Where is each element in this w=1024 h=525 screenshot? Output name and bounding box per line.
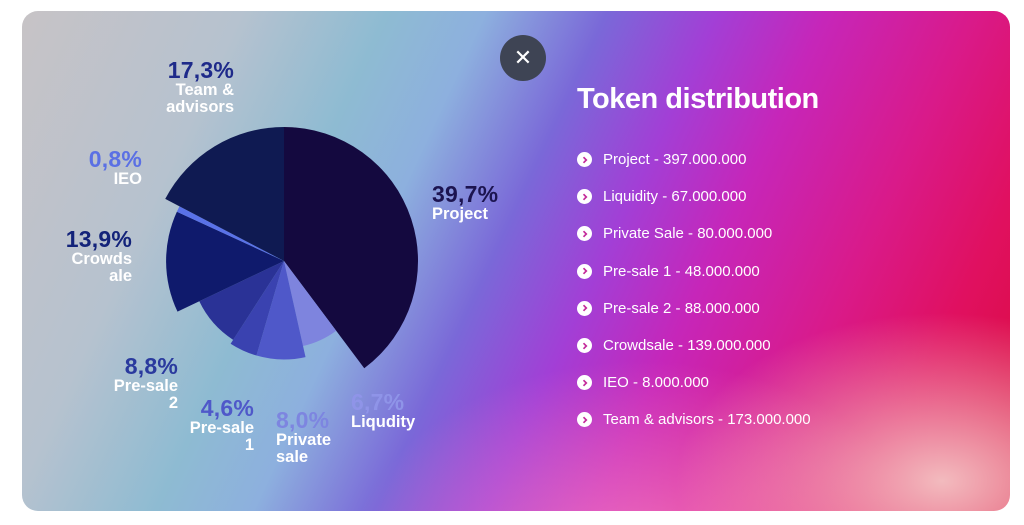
legend-item-text: Private Sale - 80.000.000 xyxy=(603,225,773,243)
close-icon: ✕ xyxy=(513,45,533,70)
pie-slice-private-sale xyxy=(256,261,306,360)
slice-name-ieo: IEO xyxy=(113,170,142,189)
slice-label-project: 39,7% Project xyxy=(432,181,499,224)
legend-item: Pre-sale 1 - 48.000.000 xyxy=(577,253,811,290)
slice-pct-liquidity: 6,7% xyxy=(351,389,405,415)
legend-item: Team & advisors - 173.000.000 xyxy=(577,401,811,438)
legend-item-text: Crowdsale - 139.000.000 xyxy=(603,337,771,355)
legend-item: IEO - 8.000.000 xyxy=(577,364,811,401)
pie-slice-pre-sale-1 xyxy=(230,261,284,356)
slice-pct-pre-sale-2: 8,8% xyxy=(124,353,178,379)
legend-item-text: Pre-sale 2 - 88.000.000 xyxy=(603,299,760,317)
slice-name-private-sale: Private sale xyxy=(276,431,332,467)
pie-slice-crowds-ale xyxy=(166,211,284,312)
pie-slice-ieo xyxy=(176,206,284,261)
pie-slice-pre-sale-2 xyxy=(199,261,284,340)
pie-slice-liqudity xyxy=(284,261,337,346)
close-button[interactable]: ✕ xyxy=(500,35,546,81)
slice-pct-crowdsale: 13,9% xyxy=(65,226,132,252)
slice-name-pre-sale-2: Pre-sale 2 xyxy=(113,377,178,413)
chevron-right-icon xyxy=(577,300,592,316)
legend-item-text: Pre-sale 1 - 48.000.000 xyxy=(603,262,760,280)
chart-title: Token distribution xyxy=(577,83,819,115)
slice-label-crowdsale: 13,9% Crowds ale xyxy=(52,226,132,286)
slice-label-private-sale: 8,0% Private sale xyxy=(276,407,338,467)
legend-item-text: Team & advisors - 173.000.000 xyxy=(603,411,811,429)
slice-label-liquidity: 6,7% Liqudity xyxy=(351,389,416,432)
pie-chart: 39,7% Project 6,7% Liqudity 8,0% Private… xyxy=(22,11,582,511)
pie-slice-team-advisors xyxy=(165,126,284,261)
legend-item-text: Project - 397.000.000 xyxy=(603,151,747,169)
chevron-right-icon xyxy=(577,412,592,428)
slice-label-ieo: 0,8% IEO xyxy=(72,146,142,189)
chevron-right-icon xyxy=(577,263,592,279)
legend-item: Liquidity - 67.000.000 xyxy=(577,178,811,215)
chevron-right-icon xyxy=(577,375,592,391)
legend-item: Crowdsale - 139.000.000 xyxy=(577,327,811,364)
chevron-right-icon xyxy=(577,152,592,168)
legend-item-text: IEO - 8.000.000 xyxy=(603,374,709,392)
slice-name-liquidity: Liqudity xyxy=(351,413,416,432)
legend-item: Project - 397.000.000 xyxy=(577,141,811,178)
legend-item-text: Liquidity - 67.000.000 xyxy=(603,188,747,206)
slice-name-team-advisors: Team & advisors xyxy=(166,81,234,117)
slice-pct-ieo: 0,8% xyxy=(88,146,142,172)
token-distribution-card: 39,7% Project 6,7% Liqudity 8,0% Private… xyxy=(22,11,1010,511)
legend-list: Project - 397.000.000 Liquidity - 67.000… xyxy=(577,141,811,439)
chevron-right-icon xyxy=(577,189,592,205)
pie-slice-project xyxy=(284,127,419,369)
legend-item: Private Sale - 80.000.000 xyxy=(577,215,811,252)
slice-pct-pre-sale-1: 4,6% xyxy=(200,395,254,421)
slice-label-pre-sale-2: 8,8% Pre-sale 2 xyxy=(102,353,178,413)
slice-name-project: Project xyxy=(432,205,488,224)
legend-item: Pre-sale 2 - 88.000.000 xyxy=(577,290,811,327)
chevron-right-icon xyxy=(577,338,592,354)
chevron-right-icon xyxy=(577,226,592,242)
slice-pct-project: 39,7% xyxy=(432,181,499,207)
slice-name-crowdsale: Crowds ale xyxy=(71,250,132,286)
pie-chart-svg xyxy=(165,126,419,369)
slice-label-pre-sale-1: 4,6% Pre-sale 1 xyxy=(182,395,254,455)
slice-name-pre-sale-1: Pre-sale 1 xyxy=(189,419,254,455)
slice-pct-team-advisors: 17,3% xyxy=(167,57,234,83)
slice-label-team-advisors: 17,3% Team & advisors xyxy=(154,57,234,117)
slice-pct-private-sale: 8,0% xyxy=(276,407,330,433)
